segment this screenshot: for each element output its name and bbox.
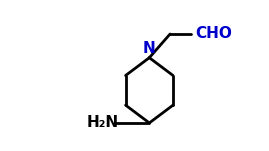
Text: N: N [143, 41, 156, 56]
Text: CHO: CHO [195, 26, 232, 42]
Text: H₂N: H₂N [87, 115, 119, 130]
